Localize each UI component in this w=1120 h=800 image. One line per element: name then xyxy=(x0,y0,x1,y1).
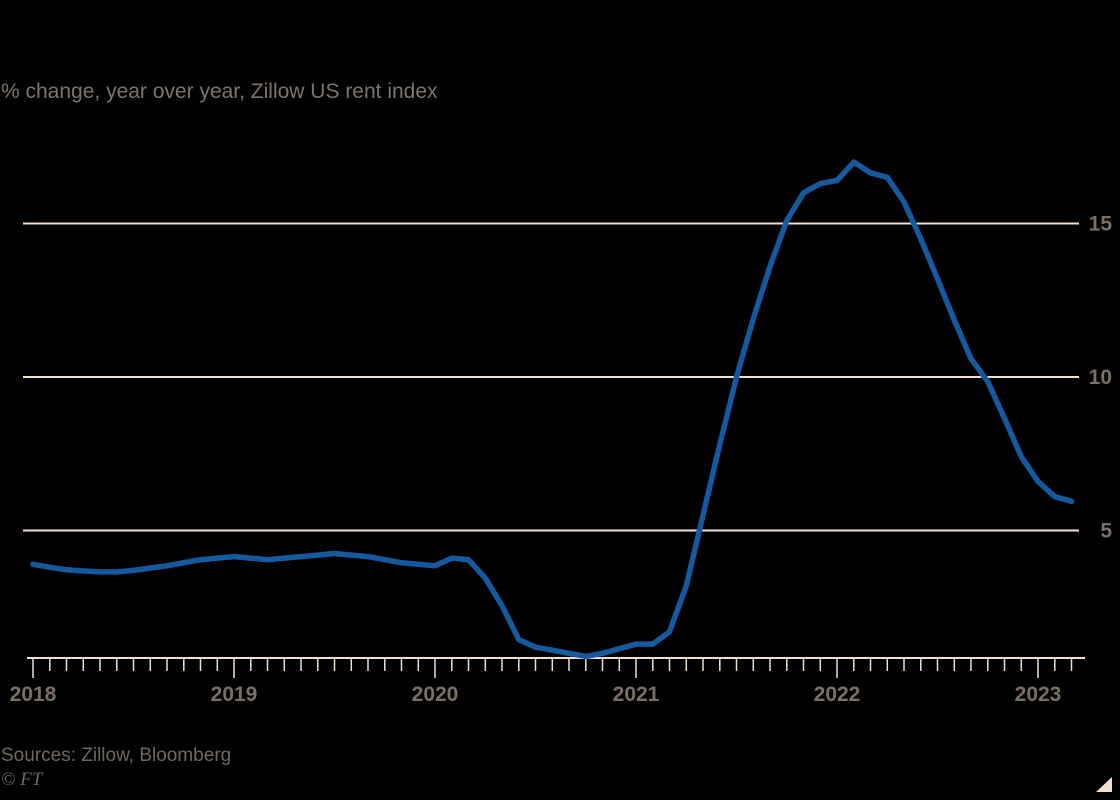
x-axis-label-2020: 2020 xyxy=(412,683,459,706)
x-axis-label-2019: 2019 xyxy=(211,683,258,706)
ft-copyright: © FT xyxy=(1,769,43,790)
x-axis-label-2022: 2022 xyxy=(814,683,861,706)
y-axis-label-15: 15 xyxy=(1089,213,1113,236)
x-axis-label-2023: 2023 xyxy=(1015,683,1062,706)
x-axis-label-2021: 2021 xyxy=(613,683,660,706)
y-axis-label-5: 5 xyxy=(1100,520,1112,543)
rent-index-line xyxy=(30,159,1075,660)
chart-subtitle: % change, year over year, Zillow US rent… xyxy=(1,80,438,103)
x-axis-label-2018: 2018 xyxy=(10,683,57,706)
chart-sources: Sources: Zillow, Bloomberg xyxy=(1,745,232,766)
ft-corner-mark-icon xyxy=(1096,777,1112,792)
y-axis-label-10: 10 xyxy=(1089,366,1112,389)
